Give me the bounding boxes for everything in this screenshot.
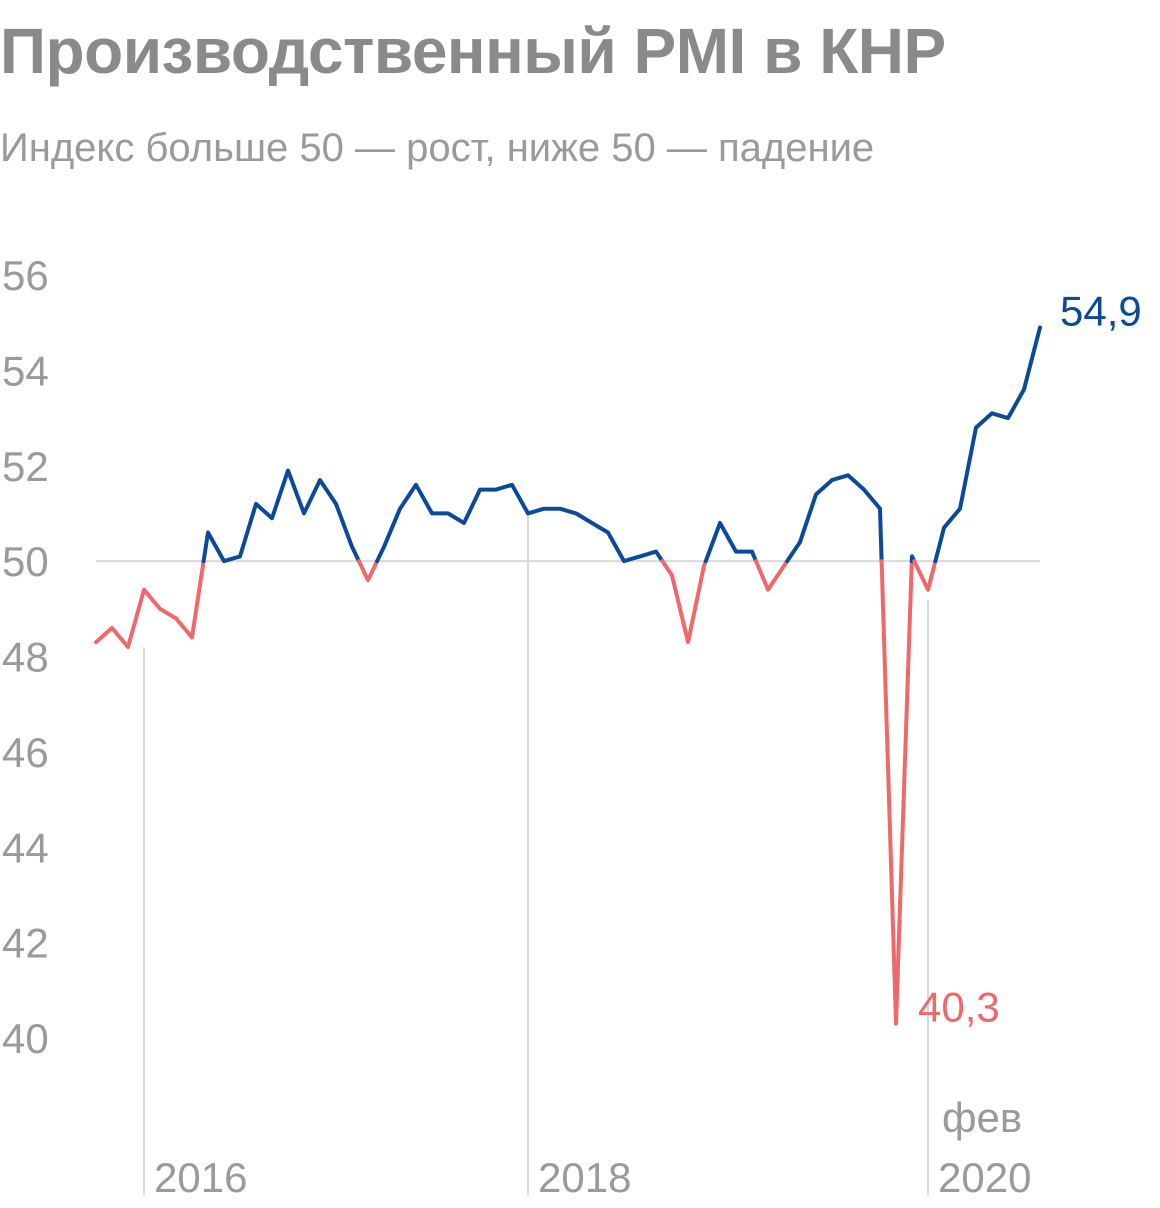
series-line-above-50: [785, 473, 884, 564]
series-line-above-50: [703, 521, 758, 564]
series-line-below-50: [94, 559, 206, 649]
series-line-below-50: [912, 559, 938, 592]
x-tick-sublabel: фев: [942, 1094, 1022, 1141]
y-tick-label: 52: [2, 443, 49, 490]
series-line-below-50: [879, 559, 914, 1026]
y-tick-label: 46: [2, 729, 49, 776]
y-tick-label: 44: [2, 824, 49, 871]
y-tick-label: 48: [2, 634, 49, 681]
y-tick-label: 56: [2, 252, 49, 299]
y-tick-label: 40: [2, 1015, 49, 1062]
x-tick-label: 2018: [538, 1154, 631, 1201]
chart-subtitle: Индекс больше 50 — рост, ниже 50 — паден…: [0, 126, 875, 170]
x-tick-label: 2020: [938, 1154, 1031, 1201]
series-line-below-50: [660, 559, 708, 645]
chart-title: Производственный PMI в КНР: [0, 15, 946, 87]
series-line-below-50: [754, 559, 790, 592]
series-line-above-50: [201, 468, 361, 564]
series-line-below-50: [356, 559, 380, 583]
last-value-label: 54,9: [1060, 287, 1142, 334]
y-tick-label: 50: [2, 538, 49, 585]
y-tick-label: 42: [2, 920, 49, 967]
x-tick-label: 2016: [154, 1154, 247, 1201]
y-tick-label: 54: [2, 347, 49, 394]
series-line-above-50: [375, 482, 665, 564]
min-value-label: 40,3: [918, 984, 1000, 1031]
series-line-above-50: [933, 325, 1042, 564]
